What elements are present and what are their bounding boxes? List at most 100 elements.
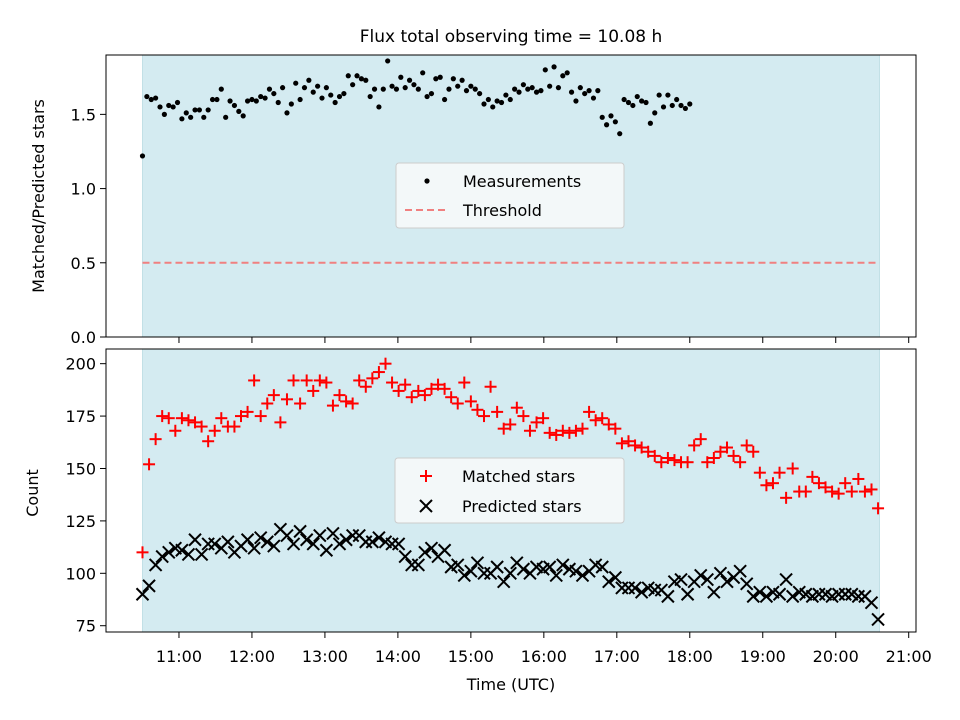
measurement-point	[494, 98, 500, 104]
matched-stars-point	[386, 376, 399, 389]
predicted-stars-point	[542, 560, 557, 574]
predicted-stars-point	[602, 574, 616, 589]
measurement-point	[253, 98, 259, 104]
legend-threshold-label: Threshold	[462, 201, 542, 220]
predicted-stars-point	[326, 526, 340, 541]
measurement-point	[231, 102, 238, 109]
matched-stars-point	[694, 433, 707, 446]
top-y-tick-label: 0.0	[71, 328, 96, 347]
legend-matched-marker	[420, 470, 432, 482]
x-tick-label: 14:00	[375, 647, 421, 666]
predicted-stars-point	[648, 583, 662, 597]
measurement-point	[577, 85, 583, 91]
x-tick-label: 13:00	[302, 647, 348, 666]
measurement-point	[542, 67, 548, 73]
predicted-stars-point	[661, 589, 675, 604]
measurement-point	[306, 77, 312, 83]
matched-stars-point	[267, 389, 280, 402]
measurement-point	[433, 76, 439, 82]
matched-stars-point	[189, 416, 202, 429]
x-axis-label: Time (UTC)	[466, 675, 555, 694]
predicted-stars-point	[313, 528, 327, 543]
bottom-y-tick-label: 125	[65, 512, 96, 531]
matched-stars-point	[537, 412, 550, 425]
matched-stars-point	[602, 418, 615, 431]
matched-stars-point	[136, 546, 149, 559]
predicted-stars-point	[162, 545, 176, 560]
matched-stars-point	[655, 456, 668, 469]
predicted-stars-point	[135, 587, 150, 601]
predicted-stars-point	[470, 556, 485, 570]
measurement-point	[376, 104, 382, 110]
bottom-points	[135, 357, 885, 627]
measurement-point	[258, 93, 264, 100]
legend-measurements-label: Measurements	[463, 172, 581, 191]
top-x-ticks	[178, 337, 910, 343]
matched-stars-point	[445, 391, 458, 404]
matched-stars-point	[727, 449, 740, 462]
predicted-stars-point	[851, 589, 866, 604]
predicted-stars-point	[707, 585, 721, 599]
predicted-stars-point	[549, 568, 563, 583]
measurement-point	[385, 58, 391, 64]
matched-stars-point	[208, 424, 221, 437]
measurement-point	[669, 102, 675, 109]
matched-stars-point	[740, 439, 753, 452]
predicted-stars-point	[779, 572, 793, 587]
measurement-point	[323, 85, 329, 91]
predicted-stars-point	[148, 558, 163, 572]
matched-stars-point	[405, 391, 418, 404]
matched-stars-point	[661, 452, 674, 465]
matched-stars-point	[182, 414, 195, 427]
bottom-ylabel: Count	[23, 469, 42, 517]
predicted-stars-point	[831, 587, 846, 601]
measurement-point	[188, 114, 194, 120]
legend-predicted-label: Predicted stars	[462, 497, 582, 516]
measurement-point	[275, 99, 281, 106]
top-legend: Measurements Threshold	[395, 162, 625, 229]
predicted-stars-point	[319, 543, 334, 557]
bottom-legend-box	[394, 457, 625, 524]
predicted-stars-point	[674, 572, 688, 587]
measurement-point	[468, 83, 474, 89]
measurement-point	[678, 102, 684, 109]
matched-stars-point	[280, 393, 293, 406]
matched-stars-point	[418, 389, 431, 402]
matched-stars-point	[556, 424, 569, 437]
matched-stars-point	[786, 462, 799, 475]
measurement-point	[525, 86, 531, 92]
matched-stars-point	[569, 424, 582, 437]
measurement-point	[354, 73, 360, 79]
measurement-point	[656, 92, 662, 98]
measurement-point	[244, 98, 251, 104]
matched-stars-point	[333, 389, 346, 402]
measurement-point	[573, 98, 579, 104]
x-tick-label: 20:00	[813, 647, 859, 666]
predicted-stars-point	[437, 543, 452, 557]
x-tick-label: 18:00	[667, 647, 713, 666]
bottom-x-ticks: 11:00 12:00 13:00 14:00 15:00 16:00 17:00 18:00…	[156, 632, 932, 666]
predicted-stars-point	[457, 568, 472, 583]
matched-stars-point	[248, 374, 261, 387]
top-plot-frame	[105, 54, 917, 338]
predicted-stars-point	[772, 587, 787, 601]
measurement-point	[350, 82, 356, 88]
measurement-point	[498, 99, 505, 106]
measurement-point	[507, 96, 513, 103]
matched-stars-point	[806, 470, 819, 483]
chart-title: Flux total observing time = 10.08 h	[360, 27, 663, 47]
measurement-point	[608, 113, 614, 119]
matched-stars-point	[491, 405, 504, 418]
predicted-stars-point	[142, 579, 156, 593]
measurement-point	[411, 82, 417, 88]
measurement-point	[201, 114, 207, 120]
predicted-stars-point	[405, 558, 419, 572]
matched-stars-point	[523, 424, 536, 437]
matched-stars-point	[550, 428, 563, 441]
predicted-stars-point	[871, 612, 885, 627]
matched-stars-point	[760, 479, 773, 492]
measurement-point	[643, 99, 649, 106]
measurement-point	[603, 122, 610, 128]
measurement-point	[183, 110, 189, 116]
predicted-stars-point	[569, 564, 583, 578]
